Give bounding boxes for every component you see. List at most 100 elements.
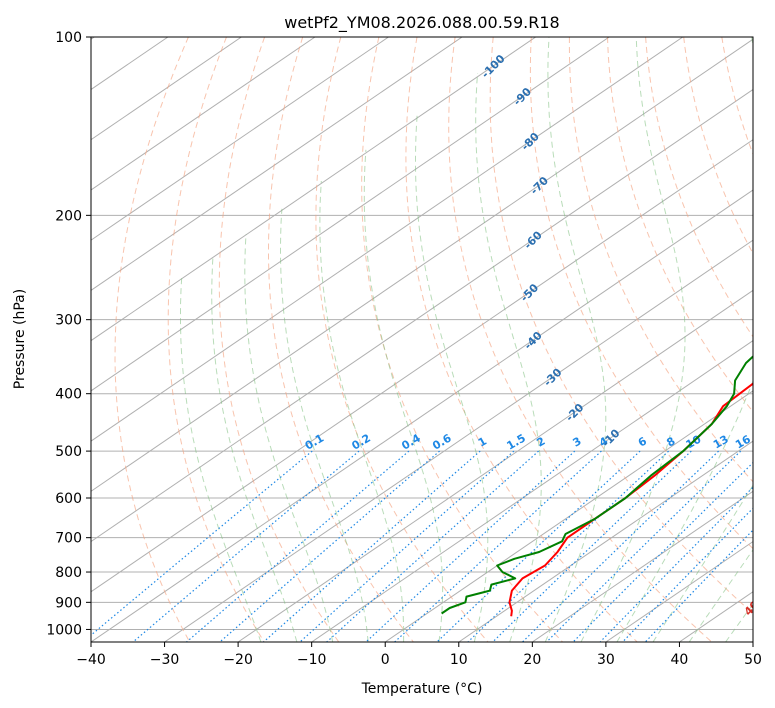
moist-adiabat bbox=[475, 72, 542, 642]
dry-adiabat bbox=[721, 37, 753, 156]
isotherm-line bbox=[679, 591, 753, 642]
mixing-ratio-line bbox=[219, 450, 440, 642]
isotherm-line bbox=[91, 88, 753, 543]
isotherm-line bbox=[91, 189, 753, 642]
x-tick-label: 20 bbox=[523, 652, 541, 668]
mixing-ratio-label: 20 bbox=[757, 432, 775, 451]
plot-frame bbox=[90, 36, 754, 643]
mixing-ratio-line bbox=[599, 486, 753, 642]
moist-adiabat bbox=[580, 37, 686, 642]
moist-adiabat bbox=[211, 256, 298, 642]
mixing-ratio-line bbox=[186, 450, 410, 642]
mixing-ratio-line bbox=[299, 450, 515, 642]
axes: −40 −30 −20 −10 0 10 20 30 40 5010020030040050060… bbox=[46, 30, 762, 668]
x-tick-label: 0 bbox=[381, 652, 390, 668]
dry-adiabat bbox=[529, 37, 753, 550]
mixing-ratio-label: 0.4 bbox=[399, 431, 423, 452]
mixing-ratio-label: 16 bbox=[733, 432, 753, 451]
moist-adiabat bbox=[688, 549, 753, 642]
chart-title: wetPf2_YM08.2026.088.00.59.R18 bbox=[284, 13, 559, 33]
dry-adiabat bbox=[645, 37, 753, 338]
y-axis-label: Pressure (hPa) bbox=[12, 289, 28, 389]
y-tick-label: 900 bbox=[55, 595, 82, 611]
mixing-ratio-label: 0.6 bbox=[430, 431, 454, 452]
isotherm-line bbox=[91, 37, 536, 342]
isotherm-line bbox=[91, 37, 316, 191]
mixing-ratio-label: 0.2 bbox=[350, 432, 373, 453]
isotherm-line bbox=[164, 239, 753, 642]
moist-adiabat-label: 40 bbox=[742, 598, 762, 618]
x-tick-label: 10 bbox=[450, 652, 468, 668]
mixing-ratio-label: 6 bbox=[636, 434, 649, 449]
isotherm-label: -100 bbox=[479, 52, 508, 81]
mixing-ratio-label: 3 bbox=[570, 435, 583, 450]
mixing-ratio-line bbox=[522, 450, 720, 642]
mixing-ratio-line bbox=[132, 450, 360, 642]
y-tick-label: 100 bbox=[55, 30, 82, 46]
moist-adiabat bbox=[616, 37, 753, 642]
mixing-ratio-line bbox=[365, 450, 576, 642]
x-tick-label: −30 bbox=[150, 652, 180, 668]
dry-adiabat bbox=[489, 37, 753, 615]
isotherm-line bbox=[91, 37, 389, 241]
mixing-ratio-line bbox=[572, 461, 753, 642]
isotherm-line bbox=[91, 38, 753, 492]
isotherm-label: -80 bbox=[519, 130, 542, 153]
y-tick-label: 500 bbox=[55, 444, 82, 460]
isotherm-line bbox=[384, 390, 753, 642]
isotherm-label: -50 bbox=[518, 281, 541, 304]
moist-adiabat-label: 20 bbox=[768, 535, 775, 555]
mixing-ratio-line bbox=[91, 450, 313, 636]
moist-adiabat bbox=[363, 149, 444, 642]
isotherm-line bbox=[91, 139, 753, 593]
isotherm-line bbox=[752, 641, 753, 642]
temperature-profile bbox=[508, 382, 753, 617]
dry-adiabat bbox=[568, 37, 753, 483]
x-axis-label: Temperature (°C) bbox=[361, 681, 483, 697]
moist-adiabat bbox=[652, 484, 753, 642]
mixing-ratio-label: 1 bbox=[476, 435, 489, 450]
plot-area: 0.10.20.40.611.52346810131620253036-100-… bbox=[91, 37, 775, 642]
isotherm-line bbox=[237, 289, 753, 642]
x-tick-label: −40 bbox=[76, 652, 106, 668]
isotherm-label: -30 bbox=[541, 366, 564, 389]
moist-adiabat-label: 30 bbox=[751, 567, 771, 587]
dry-adiabat bbox=[405, 37, 638, 642]
isotherm-line bbox=[91, 37, 463, 292]
dry-adiabat bbox=[607, 37, 753, 413]
x-tick-label: 30 bbox=[597, 652, 615, 668]
isotherm-label: -60 bbox=[522, 228, 545, 251]
y-tick-label: 600 bbox=[55, 491, 82, 507]
isotherm-line bbox=[605, 540, 753, 642]
y-tick-label: 700 bbox=[55, 531, 82, 547]
isotherm-line bbox=[91, 37, 684, 442]
y-tick-label: 300 bbox=[55, 313, 82, 329]
dry-adiabat bbox=[448, 37, 713, 642]
dry-adiabat bbox=[114, 37, 191, 642]
x-tick-label: −20 bbox=[223, 652, 253, 668]
mixing-ratio-line bbox=[263, 450, 481, 642]
isotherm-line bbox=[311, 340, 753, 642]
mixing-ratio-label: 1.5 bbox=[504, 432, 527, 453]
isotherm-label: -70 bbox=[528, 174, 551, 197]
mixing-ratio-line bbox=[546, 450, 742, 642]
moist-adiabat bbox=[725, 603, 753, 642]
mixing-ratio-label: 0.1 bbox=[303, 432, 326, 453]
mixing-ratio-line bbox=[492, 450, 692, 642]
mixing-ratio-label: 2 bbox=[534, 435, 547, 450]
mixing-ratio-line bbox=[394, 450, 602, 642]
y-tick-label: 200 bbox=[55, 208, 82, 224]
moist-adiabat bbox=[180, 277, 262, 642]
y-tick-label: 400 bbox=[55, 387, 82, 403]
y-tick-label: 800 bbox=[55, 565, 82, 581]
isotherm-label: -40 bbox=[522, 329, 545, 352]
moist-adiabat bbox=[415, 114, 489, 642]
moist-adiabat bbox=[544, 37, 607, 642]
x-tick-label: −10 bbox=[297, 652, 327, 668]
dry-adiabat bbox=[683, 37, 753, 255]
mixing-ratio-line bbox=[644, 529, 753, 642]
x-tick-label: 40 bbox=[671, 652, 689, 668]
mixing-ratio-line bbox=[436, 450, 641, 642]
isotherm-line bbox=[91, 37, 242, 141]
